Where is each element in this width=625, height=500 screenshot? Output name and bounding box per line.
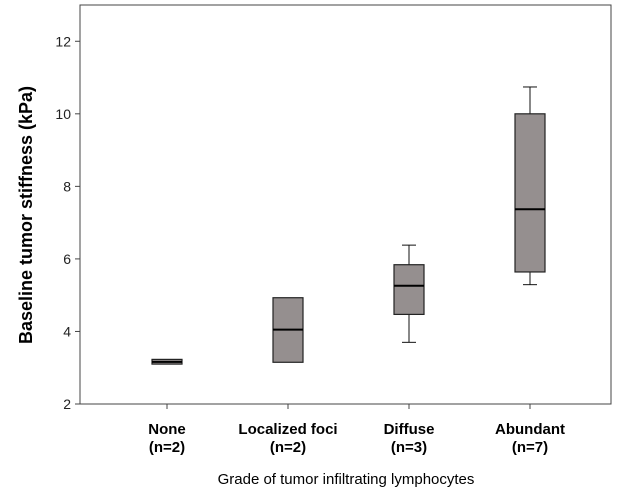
x-tick-label: None (148, 421, 186, 438)
x-tick-count: (n=2) (270, 439, 306, 456)
x-tick-label: Abundant (495, 421, 565, 438)
y-tick-label: 10 (55, 106, 71, 122)
y-tick-label: 4 (63, 323, 71, 339)
y-tick-label: 12 (55, 33, 71, 49)
y-tick-label: 2 (63, 396, 71, 412)
x-tick-count: (n=3) (391, 439, 427, 456)
x-tick-count: (n=7) (512, 439, 548, 456)
y-tick-label: 6 (63, 251, 71, 267)
x-tick-count: (n=2) (149, 439, 185, 456)
x-axis-label: Grade of tumor infiltrating lymphocytes (218, 471, 475, 488)
y-tick-label: 8 (63, 178, 71, 194)
box-localized-foci (272, 297, 304, 363)
box-iqr (514, 113, 546, 273)
box-none (151, 358, 183, 365)
y-axis-label: Baseline tumor stiffness (kPa) (16, 86, 36, 344)
box-abundant (514, 86, 546, 286)
box-diffuse (393, 244, 425, 343)
box-iqr (393, 264, 425, 316)
x-tick-label: Localized foci (238, 421, 337, 438)
x-tick-label: Diffuse (384, 421, 435, 438)
